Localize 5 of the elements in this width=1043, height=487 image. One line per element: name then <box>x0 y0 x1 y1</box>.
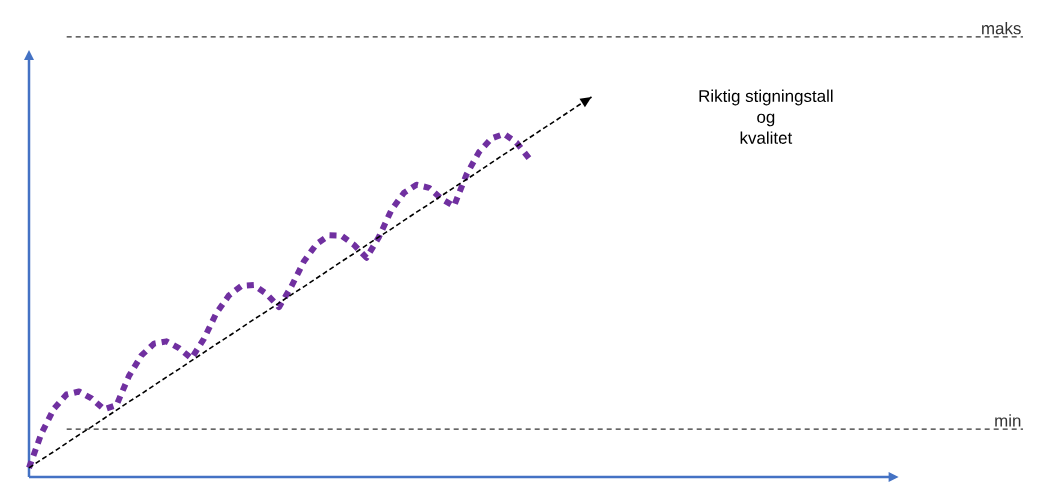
text: Riktig stigningstall <box>699 89 833 106</box>
ref-line-label: min <box>995 414 1021 427</box>
text: kvalitet <box>740 131 793 144</box>
text: og <box>757 113 775 127</box>
ref-line-label: maks <box>982 21 1021 35</box>
